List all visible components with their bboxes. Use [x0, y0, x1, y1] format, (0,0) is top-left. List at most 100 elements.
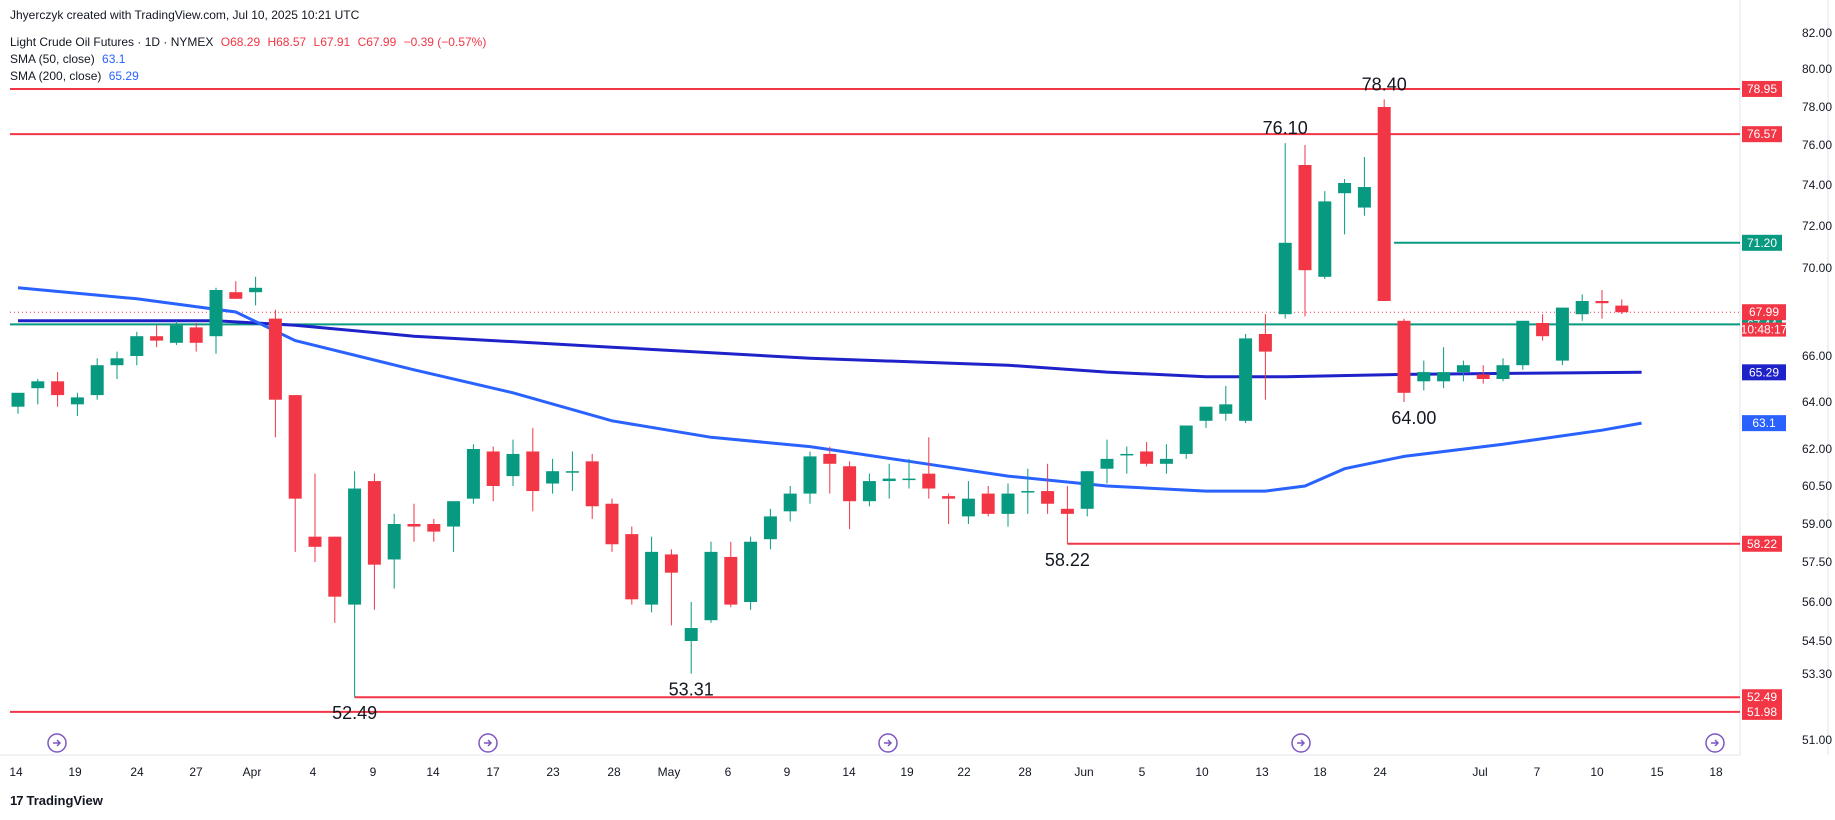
candle-body[interactable] — [1318, 201, 1332, 277]
candle-body[interactable] — [130, 336, 144, 356]
candle-body[interactable] — [1338, 183, 1352, 194]
price-badge-71.20 — [1742, 234, 1782, 251]
candle-body[interactable] — [427, 524, 441, 532]
candle-body[interactable] — [1437, 372, 1451, 382]
candle-body[interactable] — [268, 318, 282, 400]
candle-body[interactable] — [961, 498, 975, 517]
candle-body[interactable] — [1159, 458, 1173, 464]
candle-body[interactable] — [189, 327, 203, 343]
time-tick-label: 13 — [1255, 765, 1269, 779]
candle-body[interactable] — [585, 461, 599, 507]
candle-body[interactable] — [981, 493, 995, 514]
tradingview-brand: TradingView — [26, 793, 103, 808]
candle-body[interactable] — [1575, 301, 1589, 315]
candle-body[interactable] — [70, 397, 84, 405]
candle-body[interactable] — [1397, 320, 1411, 393]
candle-body[interactable] — [724, 556, 738, 605]
candle-body[interactable] — [1516, 320, 1530, 366]
candle-body[interactable] — [1357, 187, 1371, 208]
candle-body[interactable] — [1377, 107, 1391, 301]
candle-body[interactable] — [169, 325, 183, 343]
candle-body[interactable] — [1041, 491, 1055, 504]
candle-body[interactable] — [348, 488, 362, 605]
candle-body[interactable] — [1120, 453, 1134, 456]
price-badge-51.98 — [1742, 703, 1782, 720]
candle-body[interactable] — [447, 501, 461, 527]
candle-body[interactable] — [387, 524, 401, 560]
candle-body[interactable] — [823, 453, 837, 464]
event-arrow-icon — [1711, 739, 1720, 747]
candle-body[interactable] — [1278, 242, 1292, 315]
candle-body[interactable] — [288, 395, 302, 499]
candle-body[interactable] — [506, 453, 520, 477]
time-tick-label: 4 — [310, 765, 317, 779]
candle-body[interactable] — [645, 551, 659, 605]
candle-body[interactable] — [110, 358, 124, 366]
candle-body[interactable] — [664, 554, 678, 573]
candle-body[interactable] — [367, 481, 381, 565]
candle-body[interactable] — [31, 381, 45, 389]
candle-body[interactable] — [90, 365, 104, 396]
candle-body[interactable] — [1021, 491, 1035, 493]
candle-body[interactable] — [328, 536, 342, 597]
candle-body[interactable] — [1179, 425, 1193, 454]
candle-body[interactable] — [1258, 334, 1272, 352]
low-value: L67.91 — [313, 35, 351, 49]
candle-body[interactable] — [1199, 406, 1213, 421]
candle-body[interactable] — [942, 496, 956, 499]
candle-body[interactable] — [1239, 338, 1253, 421]
candle-body[interactable] — [1615, 305, 1629, 313]
candle-body[interactable] — [526, 451, 540, 492]
candle-body[interactable] — [308, 536, 322, 547]
time-tick-label: 9 — [784, 765, 791, 779]
candle-body[interactable] — [684, 628, 698, 641]
candle-body[interactable] — [1595, 301, 1609, 304]
candle-body[interactable] — [744, 541, 758, 602]
tradingview-logo[interactable]: 17 TradingView — [10, 793, 103, 808]
candle-body[interactable] — [1060, 508, 1074, 514]
candle-body[interactable] — [229, 292, 243, 299]
candle-body[interactable] — [565, 471, 579, 473]
candle-body[interactable] — [922, 473, 936, 489]
candle-body[interactable] — [1001, 493, 1015, 514]
price-tick-label: 54.50 — [1802, 634, 1832, 648]
candle-body[interactable] — [882, 478, 896, 482]
candle-body[interactable] — [1555, 307, 1569, 361]
candle-body[interactable] — [1100, 458, 1114, 469]
candle-body[interactable] — [1219, 404, 1233, 414]
price-badge-text: 78.95 — [1747, 82, 1777, 96]
candle-body[interactable] — [546, 471, 560, 484]
time-tick-label: 18 — [1709, 765, 1723, 779]
candle-body[interactable] — [1536, 323, 1550, 337]
candle-body[interactable] — [843, 466, 857, 502]
sma50-legend[interactable]: SMA (50, close) 63.1 — [10, 52, 129, 66]
candle-body[interactable] — [803, 456, 817, 494]
candle-body[interactable] — [783, 493, 797, 512]
candle-body[interactable] — [1476, 374, 1490, 379]
sma200-legend[interactable]: SMA (200, close) 65.29 — [10, 69, 143, 83]
candle-body[interactable] — [209, 290, 223, 337]
candle-body[interactable] — [1298, 165, 1312, 271]
price-tick-label: 51.00 — [1802, 733, 1832, 747]
candle-body[interactable] — [150, 336, 164, 341]
candle-body[interactable] — [486, 451, 500, 486]
change-value: −0.39 (−0.57%) — [403, 35, 487, 49]
candle-body[interactable] — [11, 392, 25, 407]
candle-body[interactable] — [407, 524, 421, 527]
candle-body[interactable] — [763, 516, 777, 540]
candle-body[interactable] — [704, 551, 718, 621]
candle-body[interactable] — [1140, 451, 1154, 464]
candle-body[interactable] — [1417, 372, 1431, 382]
candle-body[interactable] — [625, 534, 639, 600]
candle-body[interactable] — [249, 287, 263, 293]
candle-body[interactable] — [1456, 365, 1470, 373]
candle-body[interactable] — [902, 478, 916, 481]
candle-body[interactable] — [466, 449, 480, 499]
candle-body[interactable] — [1080, 471, 1094, 509]
candle-body[interactable] — [605, 503, 619, 545]
axis-badge-67.99 — [1742, 304, 1786, 321]
candle-body[interactable] — [862, 481, 876, 502]
candle-body[interactable] — [51, 381, 65, 396]
candle-body[interactable] — [1496, 365, 1510, 379]
